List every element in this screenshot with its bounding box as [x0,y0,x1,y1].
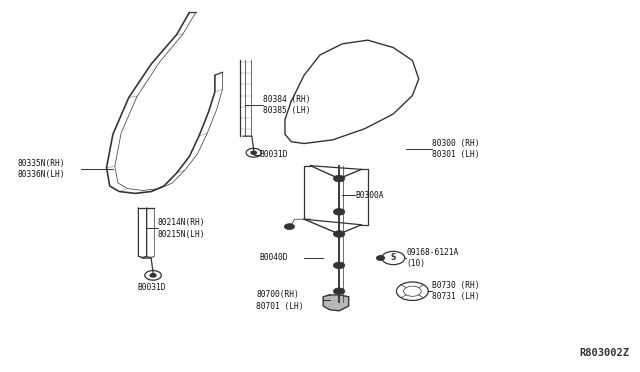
Text: B0730 (RH)
80731 (LH): B0730 (RH) 80731 (LH) [431,281,479,301]
Text: R803002Z: R803002Z [579,348,629,358]
Text: 80384 (RH)
80385 (LH): 80384 (RH) 80385 (LH) [262,95,310,115]
Text: 09168-6121A
(10): 09168-6121A (10) [406,248,458,268]
Circle shape [333,175,345,182]
Text: B0040D: B0040D [259,253,288,263]
Text: B0031D: B0031D [259,150,288,159]
Circle shape [251,151,257,154]
Text: S: S [390,253,396,263]
Circle shape [333,209,345,215]
Circle shape [377,256,385,260]
Text: B0300A: B0300A [355,191,383,200]
Circle shape [333,288,345,295]
Circle shape [333,231,345,237]
Polygon shape [323,295,349,311]
Text: 80214N(RH)
80215N(LH): 80214N(RH) 80215N(LH) [157,218,205,238]
Text: 80700(RH)
80701 (LH): 80700(RH) 80701 (LH) [256,291,304,311]
Circle shape [150,274,156,277]
Text: 80300 (RH)
80301 (LH): 80300 (RH) 80301 (LH) [431,139,479,159]
Text: 80335N(RH)
80336N(LH): 80335N(RH) 80336N(LH) [17,159,65,179]
Circle shape [284,224,294,230]
Circle shape [333,262,345,269]
Text: B0031D: B0031D [137,283,165,292]
